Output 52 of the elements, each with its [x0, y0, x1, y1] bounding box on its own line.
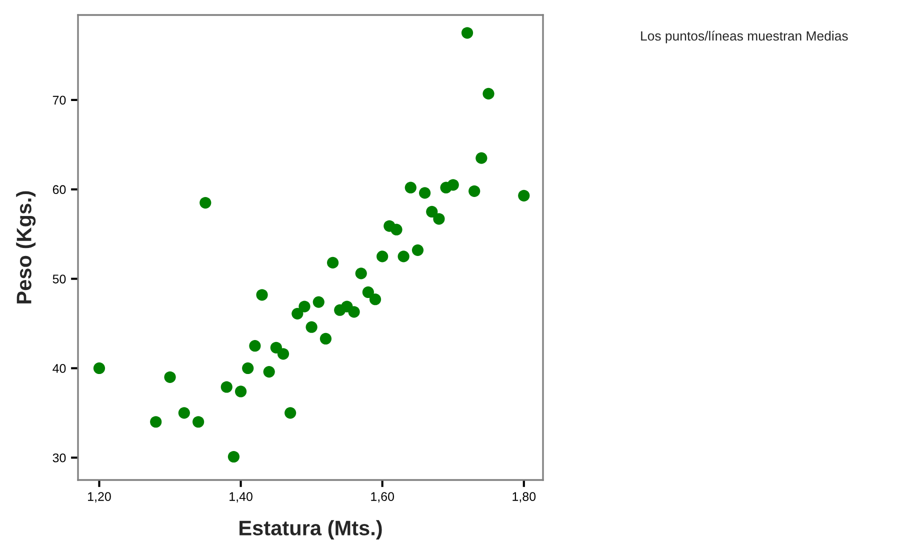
point: [284, 407, 296, 419]
point: [426, 206, 438, 218]
point: [292, 308, 304, 320]
point: [482, 88, 494, 100]
point: [404, 182, 416, 194]
point: [256, 289, 268, 301]
point: [518, 190, 530, 202]
point: [447, 179, 459, 191]
point: [228, 450, 240, 463]
point: [164, 371, 176, 383]
point: [362, 286, 374, 298]
point: [476, 152, 488, 164]
point: [398, 250, 410, 262]
point: [200, 196, 212, 209]
y-tick-label: 70: [52, 96, 66, 105]
point: [348, 306, 360, 318]
point: [93, 362, 106, 374]
point: [468, 185, 480, 197]
point: [263, 366, 275, 378]
y-tick-label: 50: [52, 274, 66, 284]
point: [150, 416, 162, 428]
point: [192, 416, 204, 428]
point: [249, 340, 261, 352]
point: [461, 27, 474, 39]
point: [326, 256, 339, 269]
x-tick-label: 1,60: [371, 492, 394, 502]
point: [277, 348, 290, 360]
y-tick-label: 40: [52, 364, 66, 373]
point: [418, 187, 431, 199]
point: [270, 342, 282, 354]
point: [298, 300, 310, 312]
point: [433, 213, 445, 225]
point: [412, 244, 424, 256]
point: [220, 381, 232, 393]
point: [376, 250, 388, 262]
point: [178, 407, 190, 419]
x-tick-label: 1,40: [230, 492, 252, 502]
text: Los puntos/líneas muestran Medias: [641, 30, 848, 44]
point: [320, 332, 332, 345]
x-tick-label: 1,20: [88, 492, 111, 502]
point: [312, 296, 324, 308]
y-tick-label: 30: [52, 453, 66, 462]
y-axis-title: Peso (Kgs.): [16, 191, 36, 304]
point: [306, 321, 318, 333]
y-tick-label: 60: [52, 185, 66, 194]
point: [242, 362, 254, 374]
point: [234, 386, 247, 398]
x-axis-title: Estatura (Mts.): [240, 520, 382, 540]
point: [390, 224, 402, 236]
x-tick-label: 1,80: [512, 492, 536, 502]
point: [369, 294, 382, 306]
point: [355, 268, 367, 280]
